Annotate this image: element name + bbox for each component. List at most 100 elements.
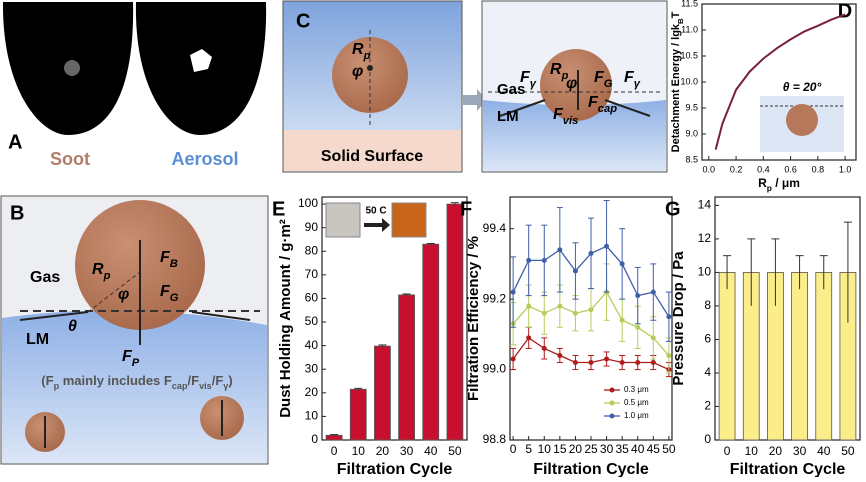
lm-label: LM: [497, 108, 519, 125]
text-part: F: [122, 348, 133, 365]
text-part: F: [624, 69, 635, 86]
x-axis-title: Filtration Cycle: [337, 461, 453, 477]
text-part: /F: [212, 373, 224, 388]
inset-title: θ = 20°: [783, 80, 822, 94]
marker: [619, 261, 625, 267]
fb-label: FB: [160, 249, 178, 270]
y-tick-label: 12: [698, 231, 712, 245]
inset-text: 50 C: [365, 206, 386, 217]
rp-label: Rp: [92, 261, 111, 282]
fy-label: Fγ: [624, 69, 641, 90]
inset-particle: [786, 104, 818, 136]
note: (Fp mainly includes Fcap/Fvis/Fγ): [41, 373, 232, 391]
fy-label: Fγ: [520, 69, 537, 90]
marker: [541, 257, 547, 263]
y-axis-title: Pressure Drop / Pa: [670, 251, 687, 386]
panel-label: A: [8, 131, 22, 153]
x-tick-label: 20: [769, 444, 783, 458]
marker: [557, 303, 563, 309]
text-part: /F: [188, 373, 200, 388]
panel-b: B Gas LM Rp φ FB FG θ FP (Fp mainly incl…: [0, 195, 269, 465]
force-arrow: [19, 311, 89, 321]
text-part: R: [352, 41, 364, 58]
fvis-label: Fvis: [553, 106, 578, 127]
y-tick-label: 60: [305, 291, 319, 305]
legend-label: 0.3 μm: [624, 385, 649, 394]
force-arrow: [499, 99, 546, 117]
x-axis-title: Filtration Cycle: [533, 461, 649, 477]
x-tick-label: 50: [448, 444, 462, 458]
phi-label: φ: [118, 286, 129, 303]
marker: [666, 314, 672, 320]
x-tick-label: 45: [647, 442, 661, 456]
liquid: [483, 100, 666, 171]
y-tick-label: 8: [704, 298, 711, 312]
subscript: p: [561, 70, 569, 82]
radius: [87, 271, 141, 313]
marker: [526, 303, 532, 309]
inset-image: [391, 202, 427, 238]
panel-label: D: [838, 0, 852, 22]
marker: [510, 356, 516, 362]
text-part: R: [550, 61, 562, 78]
y-tick-label: 9.5: [685, 102, 698, 112]
bar: [791, 272, 808, 441]
bar: [815, 272, 833, 441]
inset-image: [325, 202, 361, 238]
text-part: R: [758, 176, 767, 190]
x-tick-label: 0: [724, 444, 731, 458]
solid-surface: [284, 130, 461, 171]
marker: [588, 250, 594, 256]
x-tick-label: 10: [745, 444, 759, 458]
text-part: (F: [41, 373, 53, 388]
marker: [604, 356, 610, 362]
inset-arrow: [364, 218, 390, 232]
rp-label: Rp: [550, 61, 569, 82]
liquid: [2, 310, 267, 463]
x-tick-label: 40: [424, 444, 438, 458]
text-part: F: [594, 69, 605, 86]
aerosol-label: Aerosol: [171, 149, 238, 169]
x-tick-label: 5: [525, 442, 532, 456]
x-tick-label: 0.6: [784, 164, 797, 174]
plot-frame: [321, 196, 468, 441]
text-part: mainly includes F: [59, 373, 172, 388]
y-tick-label: 11.5: [681, 0, 698, 8]
marker: [526, 335, 532, 341]
panel-label: G: [665, 198, 681, 220]
particle: [540, 49, 612, 121]
marker: [666, 352, 672, 358]
subscript: p: [363, 50, 371, 62]
text-part: R: [92, 261, 104, 278]
speck: [64, 60, 80, 76]
marker: [635, 324, 641, 330]
charts: 8.5 9.0 9.5 10.0 10.5 11.0 11.5 0.0 0.2 0.4 0.6 0.8…: [272, 0, 861, 478]
panel-c: C Rp φ Solid Surface Fγ Rp φ FG Fγ Gas L…: [282, 0, 668, 173]
x-tick-label: 0: [510, 442, 517, 456]
marker: [588, 307, 594, 313]
x-tick-label: 40: [817, 444, 831, 458]
fg-label: FG: [160, 283, 179, 304]
theta-label: θ: [68, 318, 77, 335]
panel-label: E: [272, 198, 285, 220]
y-tick-label: 2: [704, 399, 711, 413]
y-tick-label: 10: [305, 409, 319, 423]
subscript: P: [132, 357, 140, 369]
panel-label: F: [460, 198, 472, 220]
subscript: γ: [223, 381, 229, 391]
y-tick-label: 9.0: [685, 128, 698, 138]
marker: [541, 345, 547, 351]
legend-marker: [609, 400, 615, 406]
y-axis-title: Filtration Efficiency / %: [465, 236, 482, 401]
marker: [557, 247, 563, 253]
gas-label: Gas: [497, 81, 525, 98]
marker: [635, 360, 641, 366]
x-tick-label: 50: [841, 444, 855, 458]
subscript: γ: [530, 78, 537, 90]
text-part: F: [553, 106, 564, 123]
legend-marker: [609, 413, 615, 419]
marker: [619, 317, 625, 323]
y-tick-label: 99.2: [483, 291, 507, 305]
text-part: F: [160, 283, 171, 300]
